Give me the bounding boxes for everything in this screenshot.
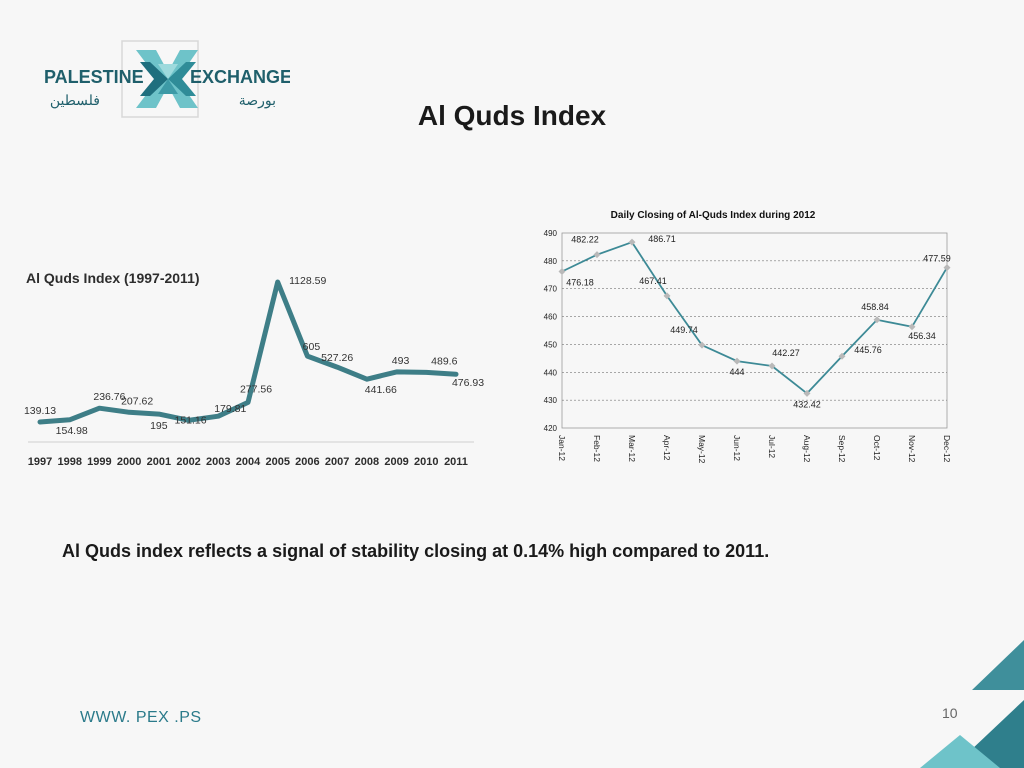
monthly-y-tick-label: 460 [544, 313, 558, 322]
annual-x-tick-label: 2011 [444, 456, 468, 468]
annual-x-tick-label: 1997 [28, 456, 52, 468]
monthly-y-tick-label: 440 [544, 368, 558, 377]
monthly-data-point [803, 389, 811, 397]
monthly-x-tick-label: Jun-12 [732, 435, 742, 461]
logo-name-en-right: EXCHANGE [190, 67, 290, 87]
logo-frame [121, 40, 199, 118]
annual-x-tick-label: 2001 [147, 456, 171, 468]
monthly-index-chart: Daily Closing of Al-Quds Index during 20… [544, 210, 952, 464]
monthly-x-tick-label: Sep-12 [837, 435, 847, 463]
monthly-data-label: 432.42 [793, 399, 821, 409]
annual-data-label: 195 [150, 420, 168, 432]
monthly-x-tick-label: Feb-12 [592, 435, 602, 462]
annual-data-label: 489.6 [431, 355, 457, 367]
annual-data-label: 151.16 [175, 414, 207, 426]
monthly-data-label: 445.76 [854, 345, 882, 355]
annual-x-tick-label: 2005 [265, 456, 289, 468]
monthly-data-point [663, 292, 671, 300]
monthly-data-point [593, 251, 601, 259]
annual-data-label: 277.56 [240, 383, 272, 395]
annual-x-tick-label: 2008 [355, 456, 379, 468]
corner-triangle-light [920, 735, 1000, 768]
monthly-x-tick-label: Nov-12 [907, 435, 917, 463]
monthly-x-tick-label: Jul-12 [767, 435, 777, 458]
monthly-data-point [733, 357, 741, 365]
annual-x-tick-label: 2007 [325, 456, 349, 468]
annual-data-label: 441.66 [365, 384, 397, 396]
monthly-data-point [628, 238, 636, 246]
palestine-exchange-logo: PALESTINE EXCHANGE فلسطين بورصة [44, 40, 290, 118]
monthly-data-point [768, 362, 776, 370]
monthly-y-tick-label: 420 [544, 424, 558, 433]
monthly-data-label: 458.84 [861, 302, 889, 312]
summary-text: Al Quds index reflects a signal of stabi… [62, 541, 770, 561]
monthly-data-point [943, 264, 951, 272]
monthly-x-tick-label: Aug-12 [802, 435, 812, 463]
monthly-series-line [561, 241, 948, 395]
monthly-data-label: 476.18 [566, 277, 594, 287]
slide-title: Al Quds Index [417, 100, 607, 131]
monthly-data-point [698, 341, 706, 349]
annual-x-tick-label: 2000 [117, 456, 141, 468]
monthly-y-tick-label: 480 [544, 257, 558, 266]
annual-index-chart: Al Quds Index (1997-2011) 139.13 1997 154.… [24, 270, 484, 468]
monthly-x-tick-label: Dec-12 [942, 435, 952, 463]
annual-data-label: 527.26 [321, 352, 353, 364]
annual-data-label: 1128.59 [289, 275, 326, 287]
annual-data-label: 493 [392, 355, 410, 367]
corner-triangle-bottom [952, 700, 1024, 768]
monthly-data-point [838, 352, 846, 360]
annual-x-tick-label: 2003 [206, 456, 230, 468]
monthly-data-label: 444 [729, 367, 744, 377]
monthly-x-tick-label: Jan-12 [557, 435, 567, 461]
annual-data-label: 605 [303, 341, 321, 353]
annual-data-label: 476.93 [452, 377, 484, 389]
monthly-x-tick-label: Oct-12 [872, 435, 882, 461]
annual-x-tick-label: 2006 [295, 456, 319, 468]
page-number: 10 [942, 705, 958, 721]
logo-name-ar-left: فلسطين [50, 92, 100, 109]
logo-name-en-left: PALESTINE [44, 67, 144, 87]
monthly-data-label: 467.41 [639, 276, 667, 286]
annual-data-label: 179.81 [214, 403, 246, 415]
annual-x-tick-label: 2009 [384, 456, 408, 468]
monthly-x-tick-label: May-12 [697, 435, 707, 464]
annual-data-label: 139.13 [24, 405, 56, 417]
monthly-y-tick-label: 470 [544, 285, 558, 294]
annual-data-label: 154.98 [56, 425, 88, 437]
monthly-data-point [873, 316, 881, 324]
footer-url-link[interactable]: WWW. PEX .PS [80, 709, 202, 726]
annual-data-label: 207.62 [121, 395, 153, 407]
annual-x-tick-label: 1999 [87, 456, 111, 468]
monthly-data-label: 449.74 [670, 325, 698, 335]
monthly-data-point [558, 267, 566, 275]
annual-x-tick-label: 2010 [414, 456, 438, 468]
logo-name-ar-right: بورصة [239, 92, 276, 109]
monthly-data-label: 477.59 [923, 254, 951, 264]
monthly-data-point [908, 323, 916, 331]
monthly-data-label: 486.71 [648, 234, 676, 244]
monthly-y-tick-label: 490 [544, 229, 558, 238]
monthly-y-tick-label: 450 [544, 340, 558, 349]
annual-x-tick-label: 2002 [176, 456, 200, 468]
monthly-plot-area [561, 232, 948, 429]
monthly-x-tick-label: Mar-12 [627, 435, 637, 462]
monthly-data-label: 456.34 [908, 331, 936, 341]
monthly-data-label: 482.22 [571, 235, 599, 245]
monthly-data-label: 442.27 [772, 348, 800, 358]
annual-x-tick-label: 2004 [236, 456, 261, 468]
annual-chart-title: Al Quds Index (1997-2011) [26, 270, 200, 286]
annual-x-tick-label: 1998 [57, 456, 81, 468]
logo-x-mark [136, 50, 198, 108]
monthly-x-tick-label: Apr-12 [662, 435, 672, 461]
corner-triangle-top [972, 640, 1024, 690]
monthly-y-tick-label: 430 [544, 396, 558, 405]
annual-data-label: 236.76 [93, 391, 125, 403]
monthly-chart-title: Daily Closing of Al-Quds Index during 20… [611, 210, 816, 221]
